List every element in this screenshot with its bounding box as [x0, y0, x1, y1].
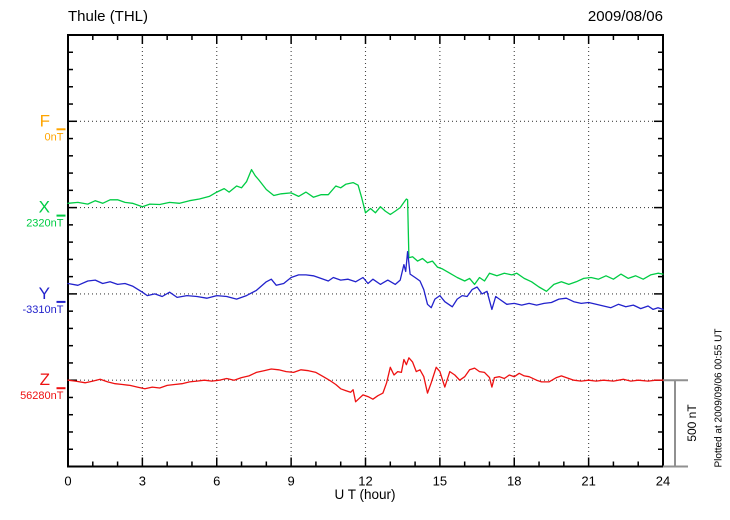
component-baseline-value-F: 0nT	[45, 131, 64, 143]
x-tick-label: 12	[358, 474, 372, 489]
x-axis-label: U T (hour)	[334, 487, 396, 502]
plot-date: 2009/08/06	[587, 8, 663, 25]
trace-Y	[67, 250, 664, 311]
component-baseline-value-Y: -3310nT	[23, 304, 64, 316]
component-baseline-value-Z: 56280nT	[20, 390, 64, 402]
baseline-marker-Z	[56, 387, 66, 390]
x-tick-label: 9	[288, 474, 295, 489]
x-tick-label: 6	[213, 474, 220, 489]
plotted-at-note: Plotted at 2009/09/06 00:55 UT	[713, 328, 725, 468]
trace-Z	[67, 357, 664, 403]
x-tick-label: 24	[656, 474, 670, 489]
x-tick-label: 3	[139, 474, 146, 489]
baseline-marker-F	[56, 128, 66, 131]
component-letter-Y: Y	[39, 284, 50, 303]
station-title: Thule (THL)	[68, 8, 149, 25]
component-letter-X: X	[39, 198, 50, 217]
plot-border	[67, 34, 664, 468]
component-baseline-value-X: 2320nT	[26, 218, 64, 230]
x-tick-label: 0	[64, 474, 71, 489]
component-letter-F: F	[40, 111, 50, 130]
x-tick-label: 18	[507, 474, 521, 489]
scale-bar-label: 500 nT	[685, 404, 699, 442]
component-letter-Z: Z	[40, 370, 50, 389]
baseline-marker-Y	[56, 300, 66, 303]
x-tick-label: 15	[433, 474, 447, 489]
baseline-marker-X	[56, 214, 66, 217]
trace-X	[67, 168, 664, 292]
x-tick-label: 21	[581, 474, 595, 489]
